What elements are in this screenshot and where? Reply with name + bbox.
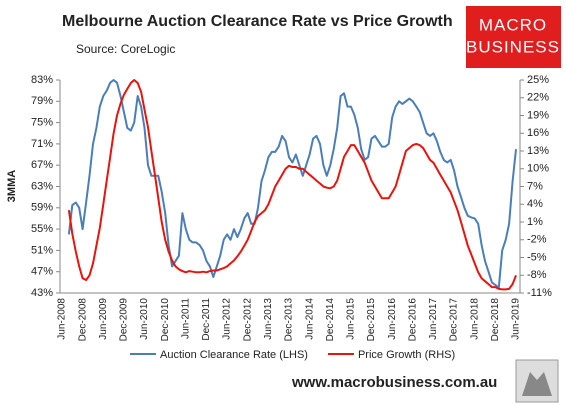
x-tick-label: Dec-2012 xyxy=(242,298,253,342)
logo-box xyxy=(466,6,561,68)
x-tick-label: Jun-2014 xyxy=(304,298,315,340)
y-tick-label: 71% xyxy=(31,138,53,150)
y-tick-label: 63% xyxy=(31,180,53,192)
y-tick-label: 43% xyxy=(31,287,53,299)
x-tick-label: Jun-2008 xyxy=(57,298,68,340)
line-series xyxy=(67,79,517,289)
y2-tick-label: 19% xyxy=(527,109,549,121)
x-tick-label: Dec-2017 xyxy=(449,298,460,342)
y-tick-label: 47% xyxy=(31,266,53,278)
y-tick-label: 79% xyxy=(31,95,53,107)
chart-title: Melbourne Auction Clearance Rate vs Pric… xyxy=(62,13,453,30)
y2-tick-label: 25% xyxy=(527,74,549,86)
y2-tick-label: -5% xyxy=(527,251,547,263)
x-tick-label: Jun-2016 xyxy=(387,298,398,340)
y-tick-label: 59% xyxy=(31,202,53,214)
x-tick-label: Dec-2013 xyxy=(284,298,295,342)
y-tick-label: 55% xyxy=(31,223,53,235)
x-tick-label: Dec-2014 xyxy=(325,298,336,342)
x-tick-label: Jun-2019 xyxy=(511,298,522,340)
x-tick-label: Jun-2018 xyxy=(469,298,480,340)
x-tick-label: Jun-2011 xyxy=(180,298,191,339)
x-tick-label: Dec-2010 xyxy=(160,298,171,342)
y-tick-label: 83% xyxy=(31,74,53,86)
footer: www.macrobusiness.com.au xyxy=(291,374,497,391)
y-tick-label: 75% xyxy=(31,117,53,129)
x-tick-label: Jun-2017 xyxy=(428,298,439,340)
y2-tick-label: 13% xyxy=(527,145,549,157)
y-tick-label: 67% xyxy=(31,159,53,171)
x-tick-label: Dec-2015 xyxy=(366,298,377,342)
x-tick-label: Dec-2008 xyxy=(77,298,88,342)
x-tick-label: Jun-2013 xyxy=(263,298,274,340)
line-series xyxy=(67,79,517,291)
y2-tick-label: 1% xyxy=(527,216,543,228)
x-tick-label: Dec-2009 xyxy=(119,298,130,342)
y2-tick-label: 4% xyxy=(527,198,543,210)
x-tick-label: Dec-2011 xyxy=(201,298,212,341)
x-tick-label: Jun-2012 xyxy=(222,298,233,340)
legend-label: Auction Clearance Rate (LHS) xyxy=(160,349,308,361)
y-tick-label: 51% xyxy=(31,244,53,256)
x-tick-label: Jun-2009 xyxy=(98,298,109,340)
logo-text: MACRO xyxy=(479,15,547,34)
wolf-icon-shape xyxy=(522,372,552,396)
legend-label: Price Growth (RHS) xyxy=(358,349,455,361)
chart-subtitle: Source: CoreLogic xyxy=(76,42,175,56)
x-tick-label: Dec-2016 xyxy=(407,298,418,342)
y2-tick-label: 7% xyxy=(527,180,543,192)
x-tick-label: Jun-2010 xyxy=(139,298,150,340)
y2-tick-label: 22% xyxy=(527,92,549,104)
x-tick-label: Dec-2018 xyxy=(490,298,501,342)
y2-tick-label: 10% xyxy=(527,163,549,175)
y2-tick-label: -11% xyxy=(527,287,552,299)
y2-tick-label: -8% xyxy=(527,269,547,281)
y2-tick-label: -2% xyxy=(527,234,547,246)
y2-tick-label: 16% xyxy=(527,127,549,139)
y-axis-label: 3MMA xyxy=(6,170,18,202)
x-tick-label: Jun-2015 xyxy=(346,298,357,340)
logo-text: BUSINESS xyxy=(466,37,560,56)
